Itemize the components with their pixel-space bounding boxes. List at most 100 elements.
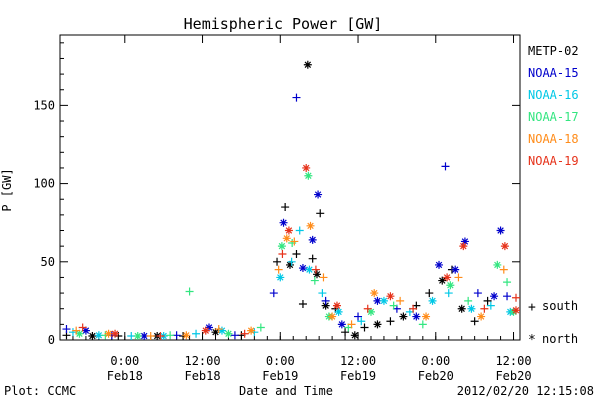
data-point-metp-02-south — [316, 209, 325, 218]
marker-legend-south-symbol: + — [528, 300, 536, 315]
data-point-metp-02-south — [483, 296, 492, 305]
data-point-noaa-18-south — [214, 325, 223, 334]
data-point-noaa-19-south — [156, 332, 165, 340]
data-point-noaa-18-north — [422, 312, 431, 321]
data-point-noaa-16-north — [334, 307, 343, 316]
x-tick-time-label: 12:00 — [495, 354, 531, 368]
data-point-noaa-17-north — [224, 329, 233, 338]
data-point-noaa-15-north — [279, 218, 288, 227]
marker-legend-north-symbol: * — [528, 333, 536, 348]
y-tick-label: 0 — [48, 333, 55, 347]
plot-frame — [59, 34, 521, 341]
x-tick-date-label: Feb18 — [184, 369, 220, 383]
data-point-noaa-16-south — [287, 257, 296, 266]
data-point-noaa-15-north — [451, 265, 460, 274]
data-point-noaa-15-south — [503, 292, 512, 301]
data-point-noaa-15-south — [292, 93, 301, 102]
data-point-noaa-17-south — [310, 276, 319, 285]
data-point-noaa-16-north — [276, 273, 285, 282]
y-axis-label: P [GW] — [0, 168, 14, 211]
data-point-noaa-16-south — [192, 329, 201, 338]
data-point-metp-02-south — [298, 300, 307, 309]
x-tick-date-label: Feb19 — [262, 369, 298, 383]
legend-entry-metp-02: METP-02 — [528, 44, 579, 58]
data-point-noaa-18-north — [182, 331, 191, 340]
data-point-noaa-18-south — [396, 296, 405, 305]
data-point-metp-02-north — [350, 331, 359, 340]
data-point-noaa-15-north — [435, 260, 444, 269]
marker-legend-south-label: south — [542, 299, 578, 313]
data-point-metp-02-south — [273, 257, 282, 266]
data-point-noaa-15-south — [441, 162, 450, 171]
data-point-noaa-19-south — [311, 265, 320, 274]
data-point-metp-02-north — [303, 60, 312, 69]
data-point-noaa-17-north — [493, 260, 502, 269]
data-point-noaa-15-north — [140, 332, 149, 340]
data-point-metp-02-north — [457, 304, 466, 313]
data-point-noaa-18-south — [454, 273, 463, 282]
x-axis-label: Date and Time — [239, 384, 333, 398]
data-point-noaa-18-north — [282, 234, 291, 243]
data-point-noaa-19-north — [500, 242, 509, 251]
data-point-noaa-18-south — [319, 273, 328, 282]
data-point-noaa-16-north — [428, 296, 437, 305]
data-point-noaa-15-south — [230, 331, 239, 340]
data-point-noaa-16-south — [357, 317, 366, 326]
chart-title: Hemispheric Power [GW] — [184, 15, 383, 33]
data-point-noaa-17-south — [503, 278, 512, 287]
data-point-noaa-18-south — [146, 332, 155, 340]
data-point-noaa-15-south — [321, 296, 330, 305]
data-point-noaa-16-south — [295, 226, 304, 235]
data-point-metp-02-south — [360, 323, 369, 332]
data-point-metp-02-south — [425, 289, 434, 298]
legend-entry-noaa-16: NOAA-16 — [528, 88, 579, 102]
x-tick-date-label: Feb20 — [495, 369, 531, 383]
data-point-noaa-15-north — [314, 190, 323, 199]
data-point-noaa-18-north — [306, 221, 315, 230]
data-point-noaa-15-north — [496, 226, 505, 235]
data-point-noaa-16-south — [444, 289, 453, 298]
data-point-noaa-17-north — [277, 242, 286, 251]
data-point-noaa-18-north — [247, 326, 256, 335]
y-tick-label: 150 — [33, 98, 55, 112]
data-point-noaa-19-south — [278, 249, 287, 258]
data-point-noaa-19-north — [332, 301, 341, 310]
data-point-metp-02-south — [470, 317, 479, 326]
data-point-noaa-19-north — [386, 292, 395, 301]
data-point-noaa-19-north — [443, 273, 452, 282]
data-point-noaa-17-south — [464, 296, 473, 305]
data-point-noaa-19-south — [240, 329, 249, 338]
data-point-metp-02-north — [286, 260, 294, 269]
data-point-noaa-17-south — [185, 287, 194, 296]
data-point-noaa-19-south — [480, 304, 489, 313]
data-point-noaa-16-north — [217, 326, 226, 335]
data-point-noaa-15-north — [490, 292, 499, 301]
data-point-noaa-16-north — [94, 331, 103, 340]
data-point-noaa-17-north — [304, 171, 313, 180]
data-point-metp-02-north — [373, 320, 382, 329]
data-point-metp-02-south — [281, 203, 290, 212]
data-point-noaa-19-north — [302, 163, 311, 172]
data-point-noaa-15-north — [205, 323, 214, 332]
x-tick-date-label: Feb20 — [418, 369, 454, 383]
data-point-noaa-17-south — [389, 301, 398, 310]
marker-legend-north-label: north — [542, 332, 578, 346]
data-point-noaa-15-south — [62, 325, 71, 334]
data-point-noaa-18-south — [274, 265, 283, 274]
data-point-noaa-16-north — [305, 265, 314, 274]
data-point-metp-02-south — [341, 328, 350, 337]
x-tick-date-label: Feb19 — [340, 369, 376, 383]
x-axis: 0:00Feb1812:00Feb180:00Feb1912:00Feb190:… — [59, 35, 532, 383]
data-point-noaa-18-south — [499, 265, 508, 274]
marker-legend: + south * north — [528, 299, 578, 348]
data-point-noaa-16-south — [486, 301, 495, 310]
data-point-noaa-19-north — [201, 326, 210, 335]
data-point-noaa-15-south — [473, 289, 482, 298]
data-point-noaa-19-south — [363, 304, 372, 313]
timestamp: 2012/02/20 12:15:08 — [457, 384, 594, 398]
data-point-noaa-17-north — [133, 332, 142, 340]
x-tick-time-label: 12:00 — [340, 354, 376, 368]
data-point-metp-02-south — [308, 254, 317, 263]
data-point-noaa-17-north — [366, 307, 375, 316]
